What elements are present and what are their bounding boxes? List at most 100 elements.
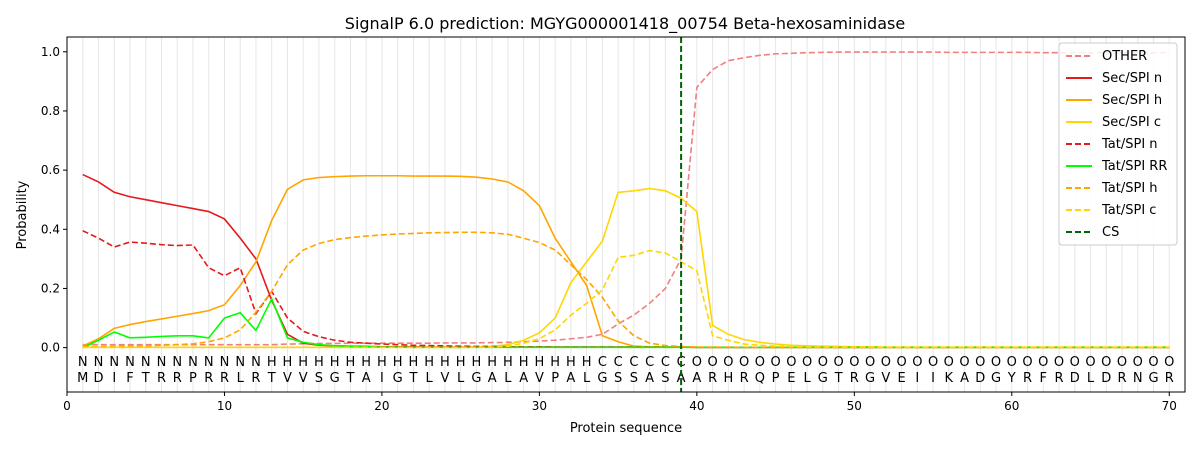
region-label: O: [723, 355, 733, 370]
residue-letter: P: [551, 371, 559, 386]
residue-letter: F: [126, 371, 133, 386]
residue-letter: S: [630, 371, 638, 386]
region-label: N: [204, 355, 214, 370]
residue-letter: G: [393, 371, 403, 386]
region-label: H: [424, 355, 434, 370]
region-label: H: [377, 355, 387, 370]
residue-letter: T: [141, 371, 150, 386]
region-label: H: [456, 355, 466, 370]
residue-letter: G: [818, 371, 828, 386]
residue-letter: A: [362, 371, 371, 386]
residue-letter: S: [661, 371, 669, 386]
region-label: C: [614, 355, 623, 370]
region-label: H: [314, 355, 324, 370]
region-label: O: [818, 355, 828, 370]
plot-area: [67, 37, 1185, 392]
x-tick-label: 50: [847, 399, 862, 413]
legend-label: CS: [1102, 225, 1119, 240]
region-label: H: [346, 355, 356, 370]
residue-letter: R: [251, 371, 260, 386]
residue-letter: R: [1117, 371, 1126, 386]
residue-letter: A: [645, 371, 654, 386]
residue-letter: R: [708, 371, 717, 386]
x-tick-label: 70: [1162, 399, 1177, 413]
region-label: N: [94, 355, 104, 370]
residue-letter: R: [850, 371, 859, 386]
region-label: O: [912, 355, 922, 370]
region-label: O: [896, 355, 906, 370]
residue-letter: E: [897, 371, 905, 386]
region-label: O: [833, 355, 843, 370]
region-label: O: [692, 355, 702, 370]
region-label: H: [267, 355, 277, 370]
residue-letter: A: [677, 371, 686, 386]
region-label: O: [1054, 355, 1064, 370]
residue-letter: K: [945, 371, 954, 386]
x-tick-label: 30: [532, 399, 547, 413]
y-tick-label: 0.4: [41, 222, 60, 236]
residue-letter: T: [834, 371, 843, 386]
region-label: H: [361, 355, 371, 370]
x-tick-label: 60: [1004, 399, 1019, 413]
legend-label: Sec/SPI h: [1102, 93, 1162, 108]
x-tick-label: 40: [689, 399, 704, 413]
residue-letter: T: [345, 371, 354, 386]
region-label: O: [1038, 355, 1048, 370]
residue-letter: S: [614, 371, 622, 386]
region-label: O: [786, 355, 796, 370]
region-label: O: [1133, 355, 1143, 370]
residue-letter: G: [471, 371, 481, 386]
legend-label: Tat/SPI RR: [1101, 159, 1167, 174]
y-axis-label: Probability: [15, 180, 30, 249]
residue-letter: I: [112, 371, 116, 386]
legend-label: Sec/SPI n: [1102, 71, 1162, 86]
residue-letter: D: [1070, 371, 1080, 386]
region-label: O: [1070, 355, 1080, 370]
region-label: O: [991, 355, 1001, 370]
region-label: N: [109, 355, 119, 370]
residue-letter: L: [1087, 371, 1095, 386]
region-label: H: [566, 355, 576, 370]
residue-letter: A: [488, 371, 497, 386]
x-axis-ticks: 0 10 20 30 40 50 60 70: [63, 392, 1177, 413]
y-tick-label: 0.8: [41, 104, 60, 118]
region-label: N: [172, 355, 182, 370]
residue-letter: R: [204, 371, 213, 386]
residue-letter: H: [723, 371, 733, 386]
region-label: N: [157, 355, 167, 370]
region-label: O: [1022, 355, 1032, 370]
residue-letter: L: [504, 371, 512, 386]
residue-letter: N: [1133, 371, 1143, 386]
series-line: [82, 249, 1170, 349]
region-label: H: [519, 355, 529, 370]
region-label: O: [802, 355, 812, 370]
region-label: H: [298, 355, 308, 370]
residue-letter: A: [960, 371, 969, 386]
residue-letter: R: [740, 371, 749, 386]
region-label: O: [1164, 355, 1174, 370]
region-label: O: [1117, 355, 1127, 370]
residue-letter: I: [915, 371, 919, 386]
y-tick-label: 0.6: [41, 163, 60, 177]
x-tick-label: 20: [374, 399, 389, 413]
residue-letter: R: [1023, 371, 1032, 386]
residue-letter: D: [93, 371, 103, 386]
residue-letter: A: [692, 371, 701, 386]
region-label: O: [959, 355, 969, 370]
residue-letter: T: [408, 371, 417, 386]
region-label: O: [928, 355, 938, 370]
region-label: C: [629, 355, 638, 370]
legend-label: Sec/SPI c: [1102, 115, 1161, 130]
series-lines: [82, 51, 1170, 349]
region-label: O: [755, 355, 765, 370]
region-label: H: [582, 355, 592, 370]
residue-letter: L: [237, 371, 245, 386]
residue-letter: L: [803, 371, 811, 386]
region-label: C: [661, 355, 670, 370]
residue-letter: R: [220, 371, 229, 386]
region-label: C: [598, 355, 607, 370]
residue-letter: Y: [1007, 371, 1016, 386]
residue-letter: L: [457, 371, 465, 386]
region-label: N: [251, 355, 261, 370]
